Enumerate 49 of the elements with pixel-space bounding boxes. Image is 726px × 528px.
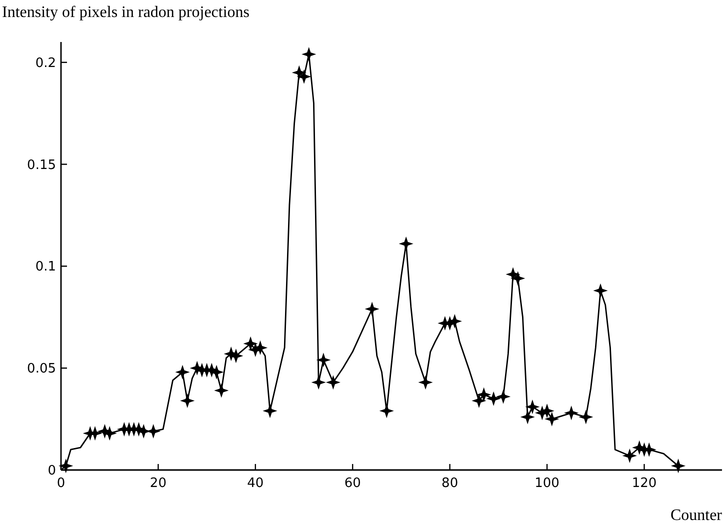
point — [137, 424, 150, 438]
point — [545, 412, 558, 426]
point — [540, 404, 554, 418]
point — [526, 400, 539, 414]
point — [103, 426, 116, 440]
point — [210, 366, 223, 379]
y-tick-label: 0.2 — [35, 56, 56, 71]
point — [264, 404, 276, 418]
x-axis-title: Counter — [670, 507, 723, 524]
x-tick-label: 60 — [344, 476, 361, 491]
point — [317, 354, 330, 366]
point — [580, 410, 592, 424]
x-tick-label: 20 — [150, 476, 166, 491]
point — [230, 349, 242, 362]
point — [521, 410, 534, 424]
x-tick-label: 120 — [632, 476, 657, 491]
point — [511, 272, 524, 285]
point — [146, 424, 160, 438]
point — [214, 384, 228, 397]
x-tick-label: 40 — [247, 476, 264, 491]
point — [672, 460, 685, 472]
point — [244, 337, 257, 350]
point — [419, 376, 432, 389]
x-tick-label: 80 — [442, 476, 458, 491]
point — [477, 388, 490, 401]
y-tick-label: 0 — [48, 464, 56, 479]
x-tick-label: 100 — [534, 476, 560, 491]
point — [380, 404, 394, 418]
point — [366, 302, 378, 316]
point — [326, 376, 340, 389]
point — [298, 70, 310, 84]
point — [472, 394, 486, 408]
point — [180, 394, 194, 408]
point — [564, 406, 578, 420]
point — [59, 460, 72, 472]
y-tick-label: 0.05 — [27, 362, 56, 377]
point — [594, 284, 607, 298]
x-tick-label: 0 — [56, 476, 66, 491]
y-tick-label: 0.15 — [27, 158, 56, 173]
chart-title: Intensity of pixels in radon projections — [2, 4, 250, 21]
point — [176, 366, 189, 379]
point — [487, 392, 500, 406]
y-tick-label: 0.1 — [35, 260, 56, 275]
point — [312, 376, 325, 389]
point — [496, 390, 510, 404]
point — [623, 449, 636, 462]
point — [302, 48, 316, 61]
point — [400, 237, 412, 250]
point — [448, 314, 462, 328]
